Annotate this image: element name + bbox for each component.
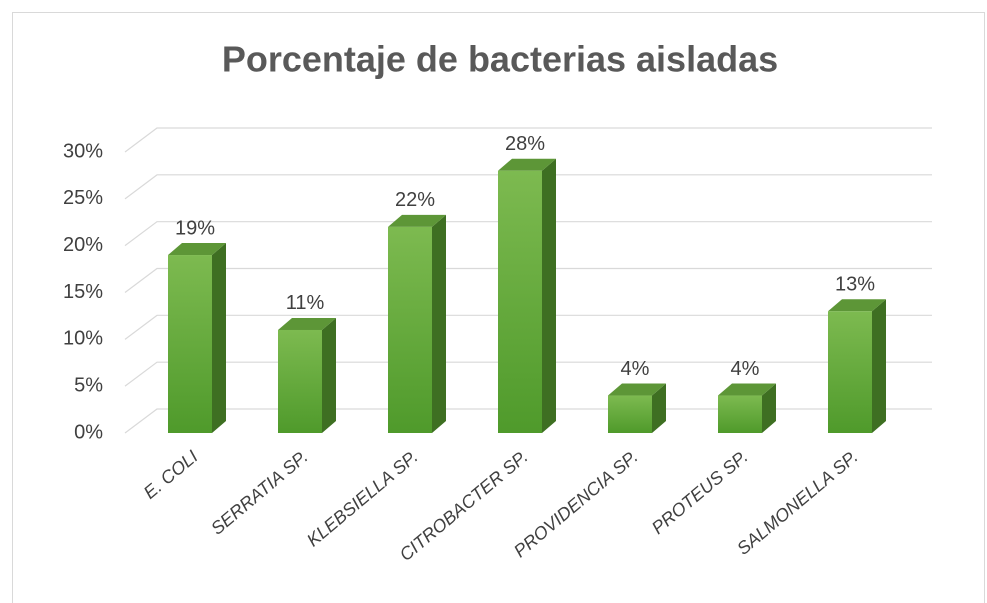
data-label: 28%	[505, 133, 545, 155]
chart-title: Porcentaje de bacterias aisladas	[222, 39, 778, 80]
bar	[278, 329, 322, 433]
bar-side	[542, 158, 556, 433]
y-tick-label: 20%	[63, 234, 103, 256]
data-label: 4%	[731, 358, 760, 380]
y-tick-label: 30%	[63, 140, 103, 162]
bar-top	[718, 383, 776, 396]
data-label: 11%	[286, 292, 325, 314]
grid-line	[124, 174, 932, 200]
bar-top	[388, 214, 446, 227]
data-label: 13%	[835, 274, 875, 296]
grid-line	[124, 127, 932, 153]
bar-side	[212, 243, 226, 433]
bar-side	[652, 383, 666, 433]
data-label: 22%	[395, 189, 435, 211]
bar	[608, 395, 652, 433]
bar	[718, 395, 762, 433]
bar-top	[278, 317, 336, 330]
y-tick-label: 15%	[63, 281, 103, 303]
grid-line	[124, 314, 932, 340]
bar-top	[168, 243, 226, 256]
bar	[498, 170, 542, 433]
bar-top	[608, 383, 666, 396]
grid-line	[124, 361, 932, 387]
bar-side	[322, 317, 336, 433]
bar	[168, 255, 212, 433]
y-tick-label: 5%	[74, 374, 103, 396]
bar	[828, 311, 872, 433]
y-tick-label: 25%	[63, 187, 103, 209]
bar-side	[872, 299, 886, 433]
grid-line	[124, 221, 932, 247]
grid-line	[124, 267, 932, 293]
bar-side	[432, 214, 446, 433]
bar-top	[828, 299, 886, 312]
bar-top	[498, 158, 556, 171]
bar	[388, 226, 432, 433]
data-label: 19%	[175, 217, 215, 239]
y-tick-label: 10%	[63, 328, 103, 350]
bar-side	[762, 383, 776, 433]
grid-line	[124, 408, 932, 434]
data-label: 4%	[621, 358, 650, 380]
y-tick-label: 0%	[74, 421, 103, 443]
